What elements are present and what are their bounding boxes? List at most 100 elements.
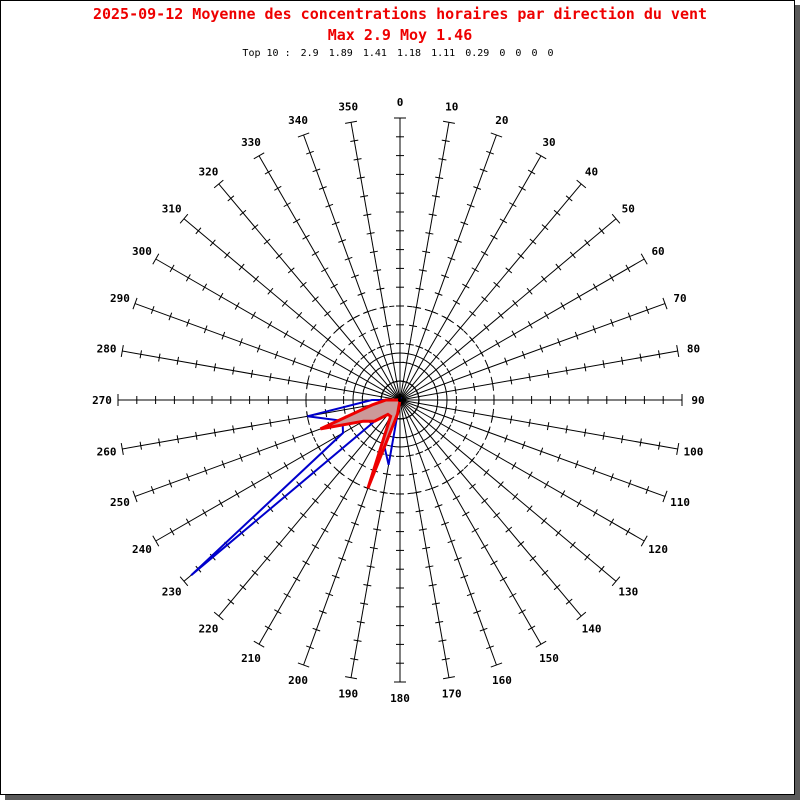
radial-tick (382, 472, 391, 476)
radial-tick (428, 309, 437, 314)
radial-tick (425, 565, 434, 568)
direction-label: 230 (162, 586, 182, 599)
radial-tick (486, 363, 491, 372)
radial-tick (132, 490, 138, 503)
radial-tick (546, 369, 550, 378)
spoke-line (399, 399, 645, 542)
radial-tick (576, 611, 587, 621)
direction-label: 30 (542, 136, 555, 149)
radial-tick (360, 602, 369, 605)
radial-tick (349, 478, 357, 484)
radial-tick (227, 598, 235, 605)
radial-tick (434, 504, 443, 508)
radial-tick (446, 424, 452, 432)
radial-tick (330, 511, 338, 517)
radial-tick (195, 431, 198, 440)
radial-tick (379, 306, 388, 309)
radial-tick (565, 366, 568, 375)
radial-tick (565, 425, 568, 434)
radial-tick (120, 345, 124, 358)
radial-tick (479, 168, 488, 173)
radial-tick (409, 324, 418, 328)
radial-tick (392, 380, 401, 383)
radial-tick (158, 353, 161, 362)
radial-tick (356, 176, 365, 180)
radial-tick (620, 435, 624, 444)
direction-label: 300 (132, 245, 152, 258)
radial-tick (297, 662, 310, 668)
radial-tick (460, 574, 469, 579)
radial-tick (358, 332, 367, 338)
radial-tick (541, 517, 547, 525)
direction-label: 260 (97, 446, 117, 459)
radial-tick (544, 311, 549, 320)
top10-value: 1.41 (362, 48, 387, 59)
top10-value: 0 (515, 48, 522, 59)
radial-tick (610, 318, 614, 327)
radial-tick (353, 639, 362, 642)
radial-tick (382, 324, 391, 328)
radial-tick (251, 311, 256, 320)
radial-tick (324, 382, 328, 391)
direction-label: 220 (199, 622, 219, 635)
radial-tick (302, 560, 310, 566)
radial-tick (311, 251, 320, 256)
radial-tick (263, 555, 271, 562)
radial-tick (283, 462, 289, 470)
spoke-line (122, 350, 401, 401)
spoke-line (134, 303, 401, 401)
direction-label: 60 (651, 245, 664, 258)
radial-tick (442, 120, 455, 124)
radial-tick (565, 195, 573, 202)
radial-tick (609, 274, 615, 282)
radial-tick (527, 169, 536, 175)
radial-tick (468, 370, 473, 379)
radial-tick (592, 466, 597, 475)
radial-tick (306, 645, 314, 650)
radial-tick (209, 239, 216, 247)
radial-tick (447, 256, 456, 261)
radial-tick (345, 120, 358, 124)
radial-tick (324, 310, 331, 317)
radial-tick (468, 421, 473, 430)
radial-tick (185, 518, 191, 526)
radial-tick (438, 639, 447, 642)
spoke-line (399, 258, 645, 401)
radial-tick (350, 139, 359, 142)
radial-tick (451, 376, 455, 385)
radial-tick (287, 267, 295, 274)
radial-tick (490, 662, 503, 668)
radial-tick (379, 491, 388, 494)
top10-value: 2.9 (300, 48, 319, 59)
radial-tick (339, 348, 346, 356)
direction-label: 20 (495, 114, 508, 127)
radial-tick (541, 275, 547, 283)
radial-tick (253, 640, 265, 648)
radial-tick (676, 345, 680, 358)
radial-tick (251, 480, 256, 489)
radial-tick (490, 560, 498, 566)
radial-tick (373, 269, 382, 272)
radial-tick (345, 376, 349, 385)
radial-tick (418, 269, 427, 272)
direction-label: 250 (110, 496, 130, 509)
radial-tick (442, 676, 455, 680)
radial-tick (318, 610, 327, 614)
radial-tick (274, 351, 279, 359)
radial-tick (351, 274, 359, 279)
radial-tick (662, 490, 668, 503)
radial-tick (553, 584, 561, 591)
radial-tick (283, 330, 289, 338)
radial-tick (441, 274, 449, 279)
radial-tick (602, 431, 605, 440)
radial-tick (310, 324, 317, 331)
radial-tick (297, 132, 310, 138)
radial-tick (331, 574, 340, 579)
radial-tick (185, 274, 191, 282)
radial-tick (440, 360, 447, 368)
radial-tick (435, 620, 444, 624)
radial-tick (421, 327, 430, 332)
radial-tick (446, 368, 452, 376)
radial-tick (203, 325, 208, 334)
radial-tick (422, 546, 431, 550)
